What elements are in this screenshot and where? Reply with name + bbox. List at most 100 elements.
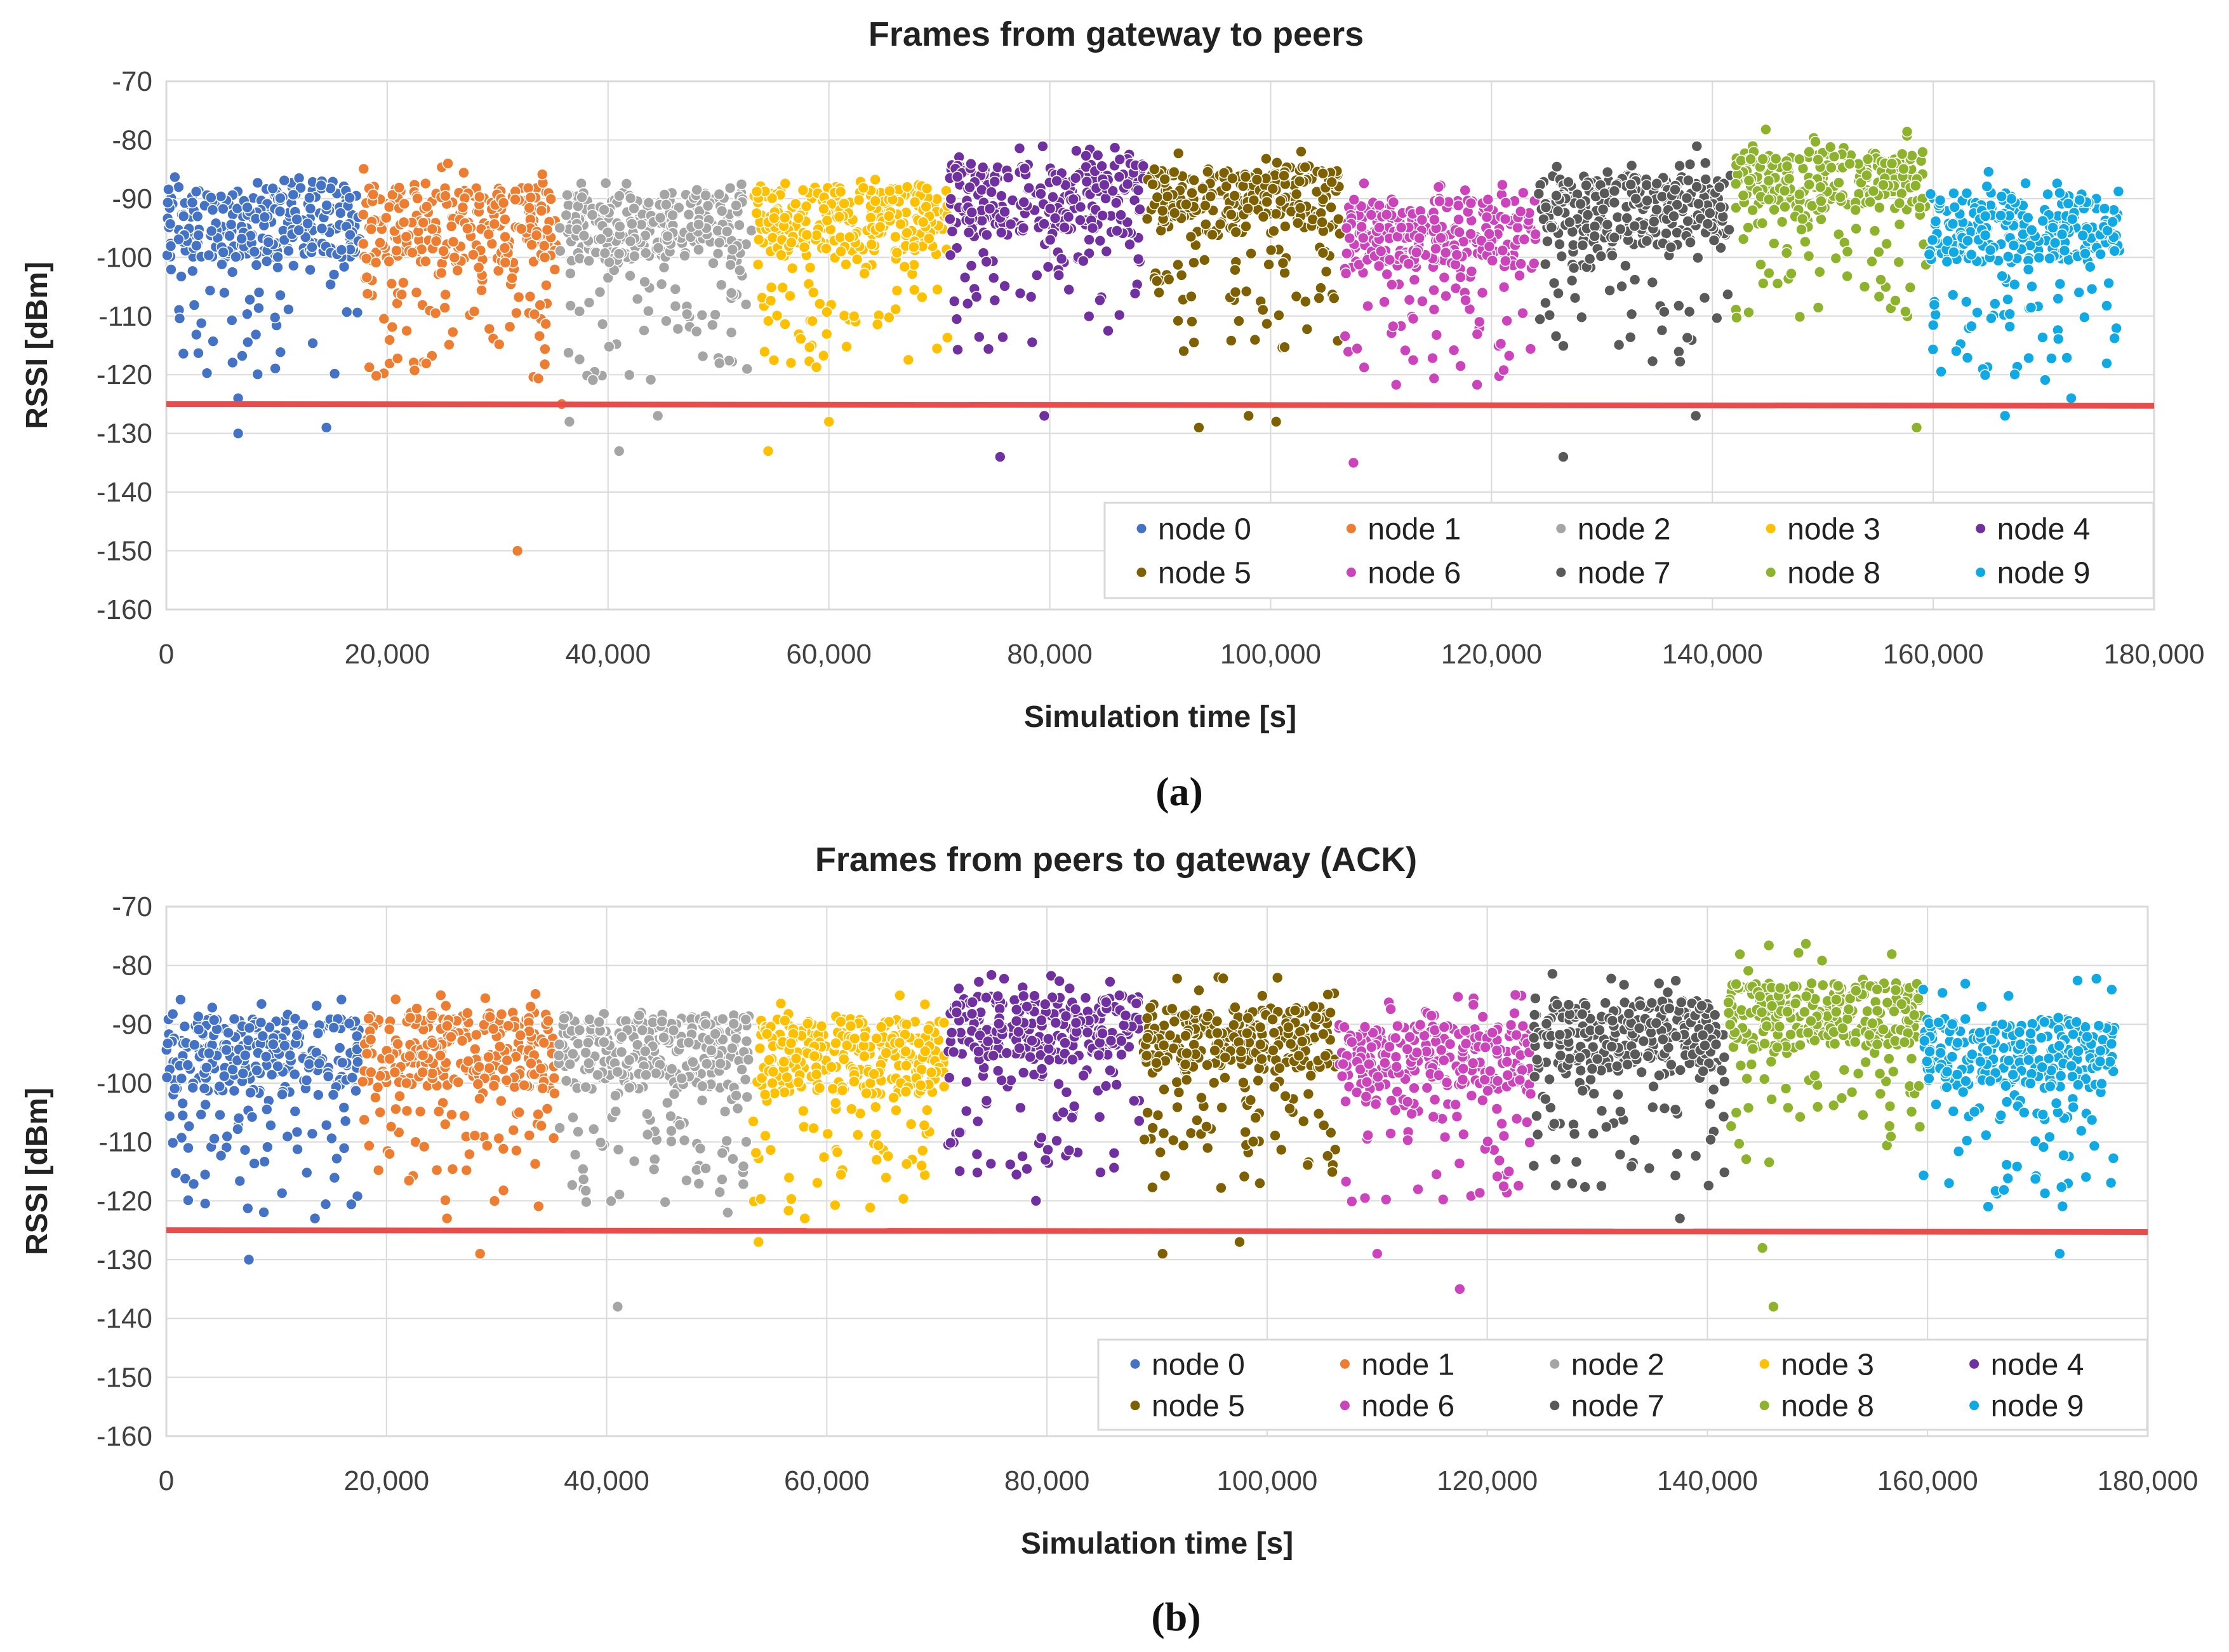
data-point [495,1095,507,1107]
data-point [1625,159,1638,172]
data-point [164,218,176,230]
data-point [1094,294,1106,307]
data-point [644,373,657,386]
data-point [1620,260,1632,272]
data-point [916,1145,929,1157]
data-point [1015,1102,1027,1114]
data-point [392,1038,404,1050]
data-point [1540,296,1552,309]
data-point-outlier [442,157,454,170]
data-point [304,203,317,215]
data-point [840,258,852,270]
data-point [987,272,1000,284]
data-point [182,1142,194,1154]
legend-label: node 0 [1158,513,1251,547]
data-point [538,1037,550,1049]
data-point [396,288,408,301]
data-point [997,331,1009,343]
data-point [884,185,896,197]
data-point [713,236,726,249]
data-point [1257,211,1270,223]
data-point [681,1174,693,1187]
data-point [518,1079,531,1091]
data-point [1201,1121,1213,1133]
data-point [1299,161,1311,173]
data-point-outlier [1038,410,1051,422]
data-point [1682,174,1694,187]
data-point [220,1044,232,1056]
data-point [1228,189,1241,202]
data-point [1428,213,1441,226]
data-point [501,1054,514,1067]
data-point [882,1150,894,1162]
data-point [1941,255,1953,268]
data-point [269,311,281,324]
data-point [864,1201,876,1214]
data-point [642,196,655,209]
data-point [1083,310,1095,323]
data-point [920,201,932,213]
data-point [1886,157,1898,170]
data-point [1390,1051,1402,1063]
data-point [745,224,757,237]
data-point [1979,369,1992,382]
data-point [1399,344,1411,357]
data-point [1691,140,1703,152]
data-point [973,331,985,343]
data-point [818,203,830,215]
data-point [357,208,369,221]
data-point [493,1132,505,1145]
data-point [807,286,820,299]
data-point [498,242,511,254]
data-point [1541,235,1554,248]
data-point [201,367,213,380]
data-point [1301,1159,1314,1171]
data-point [304,263,316,276]
data-point [1070,1016,1082,1029]
data-point [1567,262,1580,274]
data-point [226,356,239,369]
data-point [383,1148,396,1160]
data-point [1051,1135,1063,1147]
data-point [778,211,791,224]
data-point [1768,203,1780,216]
data-point [1044,203,1056,215]
data-point [1271,971,1284,984]
y-tick-label: -90 [112,183,152,215]
data-point [239,1049,251,1062]
data-point [2004,321,2016,333]
data-point [237,1067,250,1079]
data-point [253,302,265,314]
data-point [344,229,356,241]
data-point [740,1136,752,1148]
data-point [1737,233,1750,245]
data-point [2054,187,2066,199]
data-point [1268,225,1280,237]
data-point [328,1171,341,1184]
data-point [1191,1114,1203,1126]
data-point [319,1198,332,1210]
y-tick-label: -100 [96,242,152,273]
data-point [1476,286,1489,299]
x-tick-label: 160,000 [1877,1465,1978,1496]
data-point [1717,210,1729,223]
data-point [965,260,978,272]
data-point [1524,343,1537,355]
data-point [690,325,703,338]
data-point [620,177,633,190]
data-point [767,1065,780,1078]
data-point [665,1063,678,1075]
data-point [473,190,486,203]
data-point [1307,1000,1319,1013]
data-point [1014,287,1027,300]
data-point [1825,161,1837,174]
data-point [1279,267,1291,279]
data-point [328,269,340,281]
data-point [707,257,719,269]
data-point [1984,244,1997,256]
data-point [538,251,551,263]
data-point [199,1168,211,1181]
data-point [1013,1025,1025,1038]
data-point [1290,290,1303,303]
data-point [848,1076,860,1088]
